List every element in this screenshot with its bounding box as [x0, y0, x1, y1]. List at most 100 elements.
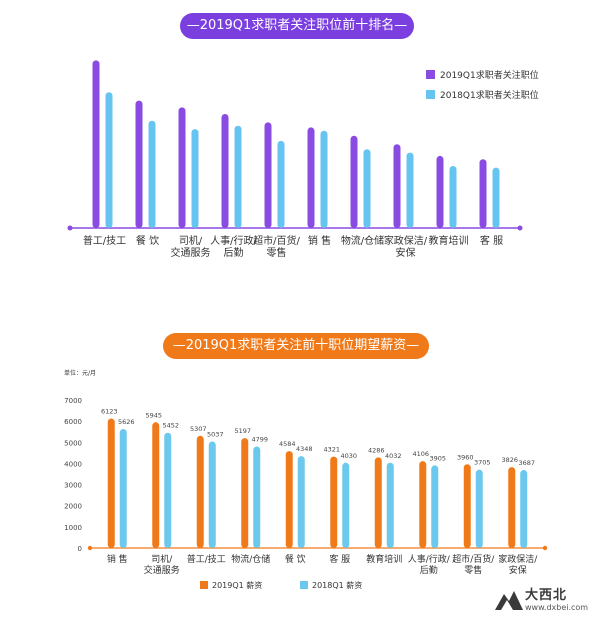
- bar-2019q1-4: [264, 122, 272, 228]
- x-tick-label-2: 司机/交通服务: [171, 234, 211, 259]
- x-tick-label-6: 教育培训: [366, 553, 402, 565]
- bar-2019q1-7: [419, 461, 427, 548]
- bar-2019q1-8: [436, 155, 444, 228]
- data-label-2019q1-2: 5307: [190, 425, 207, 433]
- bar-2018q1-2: [208, 441, 216, 548]
- x-tick-label-3: 人事/行政/后勤: [210, 234, 257, 259]
- x-tick-label-2: 普工/技工: [187, 553, 226, 565]
- x-tick-label-8: 教育培训: [429, 234, 469, 247]
- x-axis-end-dot: [517, 225, 523, 231]
- watermark-url: www.dxbei.com: [525, 603, 589, 612]
- chart-job-ranking: 普工/技工餐 饮司机/交通服务 人事/行政/后勤 超市/百货/零售销 售物流/仓储家…: [0, 0, 593, 304]
- data-label-2018q1-3: 4799: [251, 436, 268, 444]
- bar-2018q1-8: [449, 165, 457, 228]
- data-label-2018q1-8: 3705: [474, 459, 491, 467]
- y-tick-label-4: 4000: [64, 460, 82, 468]
- x-axis-start-dot: [87, 545, 93, 551]
- bar-2018q1-5: [320, 130, 328, 228]
- x-tick-label-6: 物流/仓储: [341, 234, 384, 247]
- chart-job-ranking-svg: 普工/技工餐 饮司机/交通服务人事/行政/后勤超市/百货/零售销 售物流/仓储家…: [67, 60, 539, 259]
- data-label-2019q1-6: 4286: [368, 446, 385, 454]
- bar-2019q1-2: [178, 107, 186, 228]
- x-axis-start-dot: [67, 225, 73, 231]
- y-tick-label-2: 2000: [64, 503, 82, 511]
- unit-label: 单位：元/月: [64, 369, 96, 377]
- bar-2018q1-3: [234, 125, 242, 228]
- bar-2018q1-3: [253, 446, 261, 548]
- bar-2018q1-2: [191, 129, 199, 228]
- data-label-2019q1-9: 3826: [501, 456, 518, 464]
- bar-2019q1-4: [285, 451, 293, 548]
- x-tick-label-7: 人事/行政/后勤: [408, 553, 451, 576]
- data-label-2019q1-1: 5945: [145, 411, 162, 419]
- bar-2018q1-6: [363, 149, 371, 228]
- data-label-2018q1-5: 4030: [340, 452, 357, 460]
- chart-expected-salary-title: —2019Q1求职者关注前十职位期望薪资—: [163, 333, 429, 359]
- legend-label-1: 2018Q1求职者关注职位: [440, 89, 539, 101]
- bar-2019q1-1: [135, 100, 143, 228]
- x-tick-label-9: 家政保洁/安保: [498, 553, 538, 576]
- bar-2018q1-8: [475, 469, 483, 548]
- bar-2018q1-1: [164, 432, 172, 548]
- data-label-2019q1-7: 4106: [412, 450, 429, 458]
- y-tick-label-0: 0: [78, 545, 82, 553]
- bar-2019q1-5: [330, 456, 338, 548]
- watermark-logo: 大西北 www.dxbei.com: [495, 584, 589, 616]
- x-tick-label-1: 司机/交通服务: [144, 553, 180, 576]
- chart-expected-salary-svg: 单位：元/月0100020003000400050006000700061235…: [64, 369, 548, 590]
- x-tick-label-7: 家政保洁/安保: [384, 234, 428, 259]
- bar-2018q1-7: [406, 152, 414, 228]
- x-tick-label-4: 超市/百货/零售: [253, 234, 300, 259]
- legend-label-0: 2019Q1求职者关注职位: [440, 69, 539, 81]
- x-axis-end-dot: [542, 545, 548, 551]
- x-tick-label-5: 客 服: [329, 553, 350, 565]
- data-label-2018q1-6: 4032: [385, 452, 402, 460]
- data-label-2019q1-5: 4321: [323, 446, 340, 454]
- y-tick-label-1: 1000: [64, 524, 82, 532]
- bar-2019q1-0: [92, 60, 100, 228]
- bar-2019q1-9: [479, 159, 487, 228]
- data-label-2018q1-4: 4348: [296, 445, 313, 453]
- bar-2018q1-7: [431, 465, 439, 548]
- x-tick-label-0: 销 售: [107, 553, 128, 565]
- data-label-2018q1-0: 5626: [118, 418, 135, 426]
- x-tick-label-0: 普工/技工: [83, 234, 126, 247]
- bar-2018q1-4: [297, 456, 305, 548]
- watermark-mountain-icon: [495, 591, 523, 610]
- legend-swatch-1: [300, 581, 308, 589]
- bar-2019q1-6: [350, 135, 358, 228]
- x-tick-label-9: 客 服: [480, 234, 503, 247]
- data-label-2019q1-0: 6123: [101, 408, 118, 416]
- bar-2019q1-3: [241, 438, 249, 548]
- chart-expected-salary: 单位：元/月 0 1000 2000 3000 4000 5000 6000 7000 6123 5…: [0, 312, 593, 626]
- y-tick-label-6: 6000: [64, 418, 82, 426]
- bar-2019q1-5: [307, 127, 315, 228]
- bar-2018q1-0: [119, 429, 127, 548]
- bar-2018q1-9: [492, 167, 500, 228]
- watermark-text: 大西北: [525, 588, 568, 603]
- y-tick-label-3: 3000: [64, 482, 82, 490]
- bar-2018q1-4: [277, 140, 285, 228]
- bar-2019q1-1: [152, 422, 160, 548]
- data-label-2018q1-7: 3905: [429, 454, 446, 462]
- x-tick-label-3: 物流/仓储: [231, 553, 270, 565]
- bar-2018q1-1: [148, 120, 156, 228]
- data-label-2019q1-8: 3960: [457, 453, 474, 461]
- legend-swatch-0: [200, 581, 208, 589]
- bar-2019q1-6: [374, 457, 382, 548]
- bar-2018q1-0: [105, 92, 113, 228]
- bar-2019q1-7: [393, 144, 401, 228]
- x-tick-label-8: 超市/百货/零售: [452, 553, 495, 576]
- data-label-2019q1-3: 5197: [234, 427, 251, 435]
- legend-swatch-1: [426, 90, 435, 99]
- data-label-2018q1-2: 5037: [207, 431, 224, 439]
- bar-2019q1-2: [196, 435, 204, 548]
- data-label-2019q1-4: 4584: [279, 440, 296, 448]
- data-label-2018q1-9: 3687: [518, 459, 535, 467]
- x-tick-label-5: 销 售: [308, 234, 331, 247]
- x-tick-label-4: 餐 饮: [285, 553, 306, 565]
- y-tick-label-5: 5000: [64, 439, 82, 447]
- bar-2019q1-0: [107, 418, 115, 548]
- bar-2019q1-3: [221, 114, 229, 228]
